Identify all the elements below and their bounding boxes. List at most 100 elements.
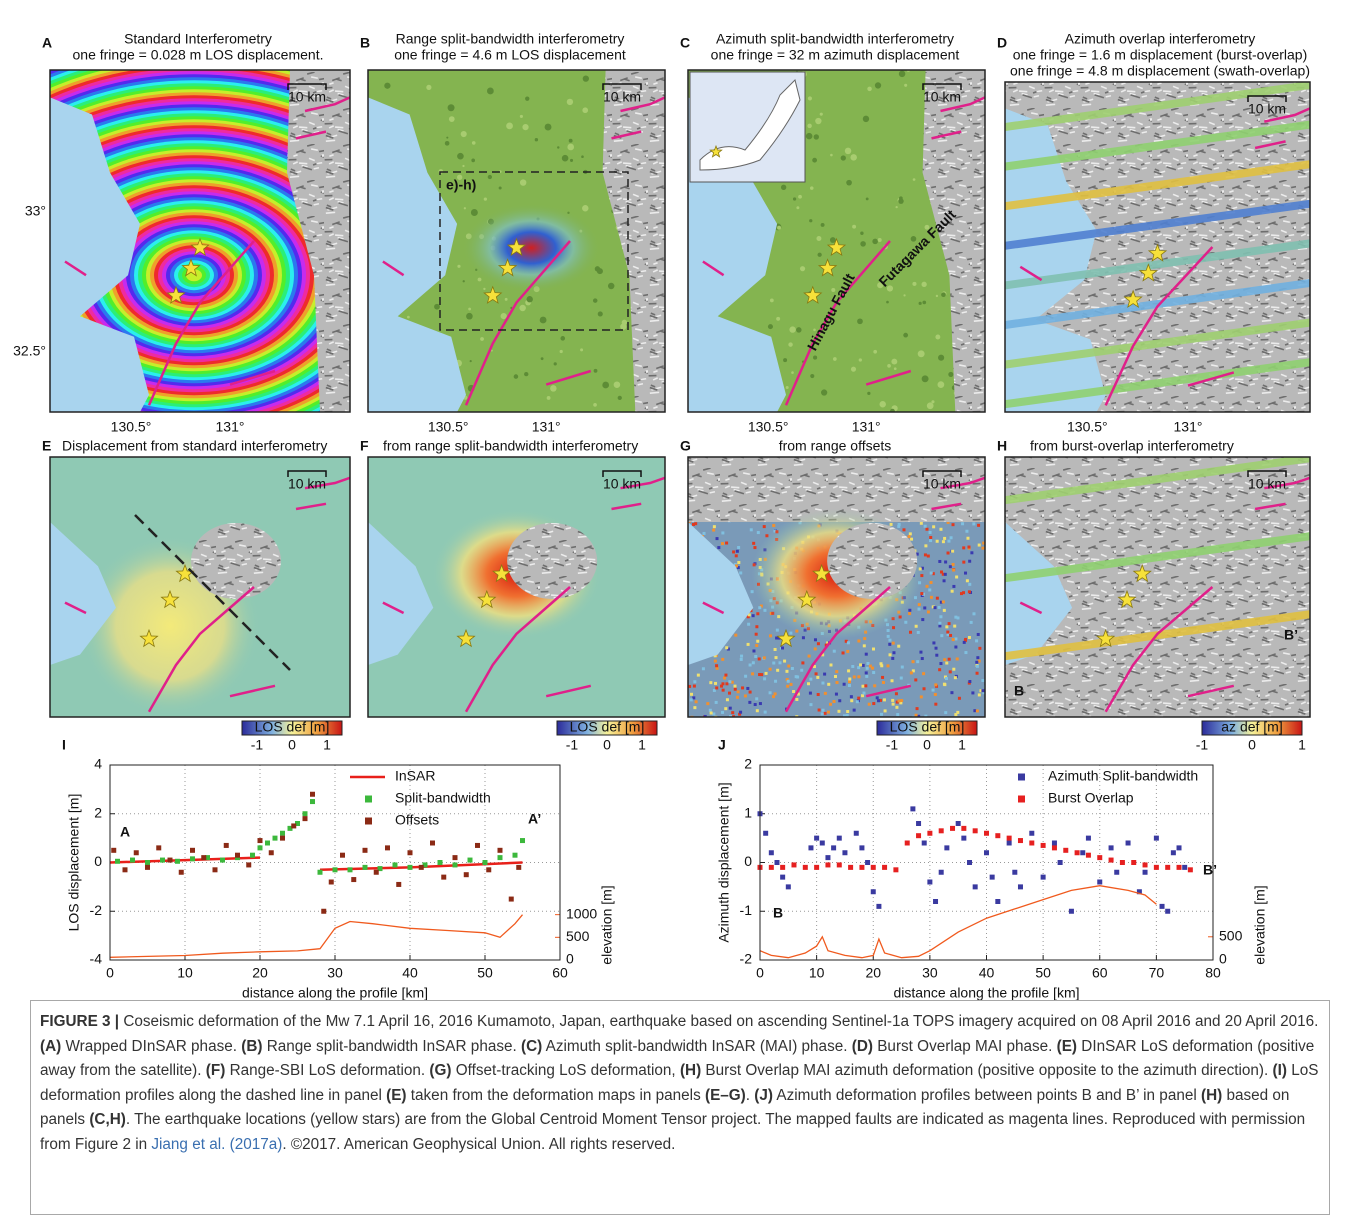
offset-pixel [835, 670, 838, 673]
offset-pixel [949, 565, 952, 568]
data-point [814, 836, 819, 841]
colorbar-tick-label: 0 [1248, 737, 1256, 753]
data-point [831, 845, 836, 850]
lon-tick-label: 130.5° [428, 419, 469, 435]
offset-pixel [791, 667, 794, 670]
data-point [303, 811, 308, 816]
offset-pixel [847, 669, 850, 672]
data-point [1029, 831, 1034, 836]
offset-pixel [848, 677, 851, 680]
offset-pixel [888, 643, 891, 646]
terrain-speckle [776, 317, 780, 321]
offset-pixel [737, 546, 740, 549]
offset-pixel [952, 638, 955, 641]
offset-pixel [882, 681, 885, 684]
offset-pixel [785, 670, 788, 673]
offset-pixel [898, 523, 901, 526]
terrain-speckle [841, 155, 846, 160]
offset-pixel [944, 711, 947, 714]
terrain-speckle [793, 197, 796, 200]
panel-letter: E [42, 438, 51, 454]
data-point [922, 841, 927, 846]
offset-pixel [935, 654, 938, 657]
data-point [419, 865, 424, 870]
offset-pixel [821, 682, 824, 685]
y-tick-label: -4 [90, 951, 103, 967]
offset-pixel [891, 679, 894, 682]
offset-pixel [721, 542, 724, 545]
offset-pixel [936, 597, 939, 600]
data-point [916, 821, 921, 826]
offset-pixel [809, 703, 812, 706]
caption-text: (A) [40, 1038, 61, 1055]
x-tick-label: 40 [979, 965, 995, 981]
data-point [213, 867, 218, 872]
offset-pixel [715, 686, 718, 689]
offset-pixel [943, 683, 946, 686]
terrain-speckle [547, 396, 551, 400]
offset-pixel [735, 554, 738, 557]
data-point [498, 855, 503, 860]
offset-pixel [886, 664, 889, 667]
data-point [265, 841, 270, 846]
y2-tick-label: 1000 [566, 905, 597, 921]
data-point [1131, 860, 1136, 865]
data-point [1041, 843, 1046, 848]
offset-pixel [857, 675, 860, 678]
offset-pixel [752, 661, 755, 664]
data-point [1086, 836, 1091, 841]
terrain-speckle [560, 350, 563, 353]
offset-pixel [695, 700, 698, 703]
caption-text: (H) [680, 1062, 701, 1079]
data-point [1114, 870, 1119, 875]
terrain-speckle [809, 219, 812, 222]
terrain-speckle [857, 318, 863, 324]
offset-pixel [892, 626, 895, 629]
offset-pixel [943, 537, 946, 540]
terrain-speckle [777, 226, 781, 230]
offset-pixel [716, 667, 719, 670]
terrain-speckle [471, 209, 478, 216]
offset-pixel [963, 641, 966, 644]
offset-pixel [781, 647, 784, 650]
terrain-speckle [598, 311, 603, 316]
legend-label: Offsets [395, 812, 439, 828]
terrain-speckle [813, 356, 817, 360]
offset-pixel [896, 713, 899, 716]
offset-pixel [978, 647, 981, 650]
offset-pixel [889, 653, 892, 656]
offset-pixel [954, 713, 957, 716]
terrain-speckle [594, 369, 598, 373]
offset-pixel [864, 684, 867, 687]
offset-pixel [752, 542, 755, 545]
data-point [351, 877, 356, 882]
data-point [1052, 845, 1057, 850]
panel-title: one fringe = 4.6 m LOS displacement [394, 47, 626, 63]
data-point [483, 860, 488, 865]
data-point [220, 858, 225, 863]
offset-pixel [821, 712, 824, 715]
offset-pixel [978, 544, 981, 547]
offset-pixel [765, 672, 768, 675]
volcano [507, 523, 597, 599]
offset-pixel [943, 658, 946, 661]
terrain-speckle [781, 185, 786, 190]
terrain-speckle [927, 402, 934, 409]
data-point [318, 870, 323, 875]
offset-pixel [938, 622, 941, 625]
citation-link[interactable]: Jiang et al. (2017a) [151, 1136, 282, 1153]
offset-pixel [938, 668, 941, 671]
data-point [190, 856, 195, 861]
data-point [859, 865, 864, 870]
offset-pixel [751, 672, 754, 675]
data-point [340, 853, 345, 858]
terrain-speckle [484, 197, 487, 200]
colorbar-tick-label: 0 [288, 737, 296, 753]
terrain-speckle [922, 375, 929, 382]
offset-pixel [783, 660, 786, 663]
offset-pixel [930, 596, 933, 599]
terrain-speckle [597, 268, 603, 274]
offset-pixel [978, 693, 981, 696]
offset-pixel [887, 635, 890, 638]
terrain-speckle [457, 153, 464, 160]
